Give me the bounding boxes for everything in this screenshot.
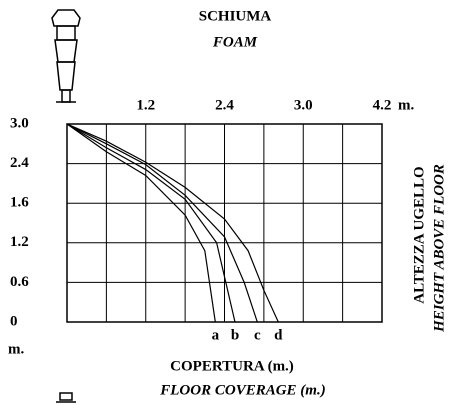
y-tick-label: 3.0	[10, 115, 29, 131]
chart-subtitle: FOAM	[212, 34, 258, 50]
curve	[67, 124, 215, 322]
y-unit: m.	[8, 341, 24, 357]
y-axis-label: ALTEZZA UGELLO	[411, 166, 427, 303]
x-tick-label: 3.0	[294, 97, 313, 113]
y-tick-label: 1.6	[10, 195, 29, 211]
chart-title: SCHIUMA	[199, 8, 272, 24]
x-axis-label: COPERTURA (m.)	[170, 358, 294, 374]
nozzle-icon	[52, 10, 80, 402]
x-tick-label: 4.2	[373, 97, 392, 113]
series-label: b	[231, 327, 239, 343]
x-axis-label-en: FLOOR COVERAGE (m.)	[159, 382, 325, 398]
curve	[67, 124, 278, 322]
x-tick-label: 1.2	[136, 97, 155, 113]
series-label: d	[274, 327, 283, 343]
chart: SCHIUMA FOAM m. m. COPERTURA (m.) FLOOR …	[0, 0, 449, 405]
y-tick-label: 2.4	[10, 155, 29, 171]
y-tick-label: 0.6	[10, 274, 29, 290]
curve	[67, 124, 235, 322]
series-label: c	[254, 327, 261, 343]
series-label: a	[212, 327, 220, 343]
y-tick-label: 1.2	[10, 234, 29, 250]
y-axis-label-en: HEIGHT ABOVE FLOOR	[431, 164, 447, 333]
x-tick-label: 2.4	[215, 97, 234, 113]
x-unit: m.	[398, 97, 414, 113]
curve	[67, 124, 257, 322]
y-tick-label: 0	[10, 313, 18, 329]
